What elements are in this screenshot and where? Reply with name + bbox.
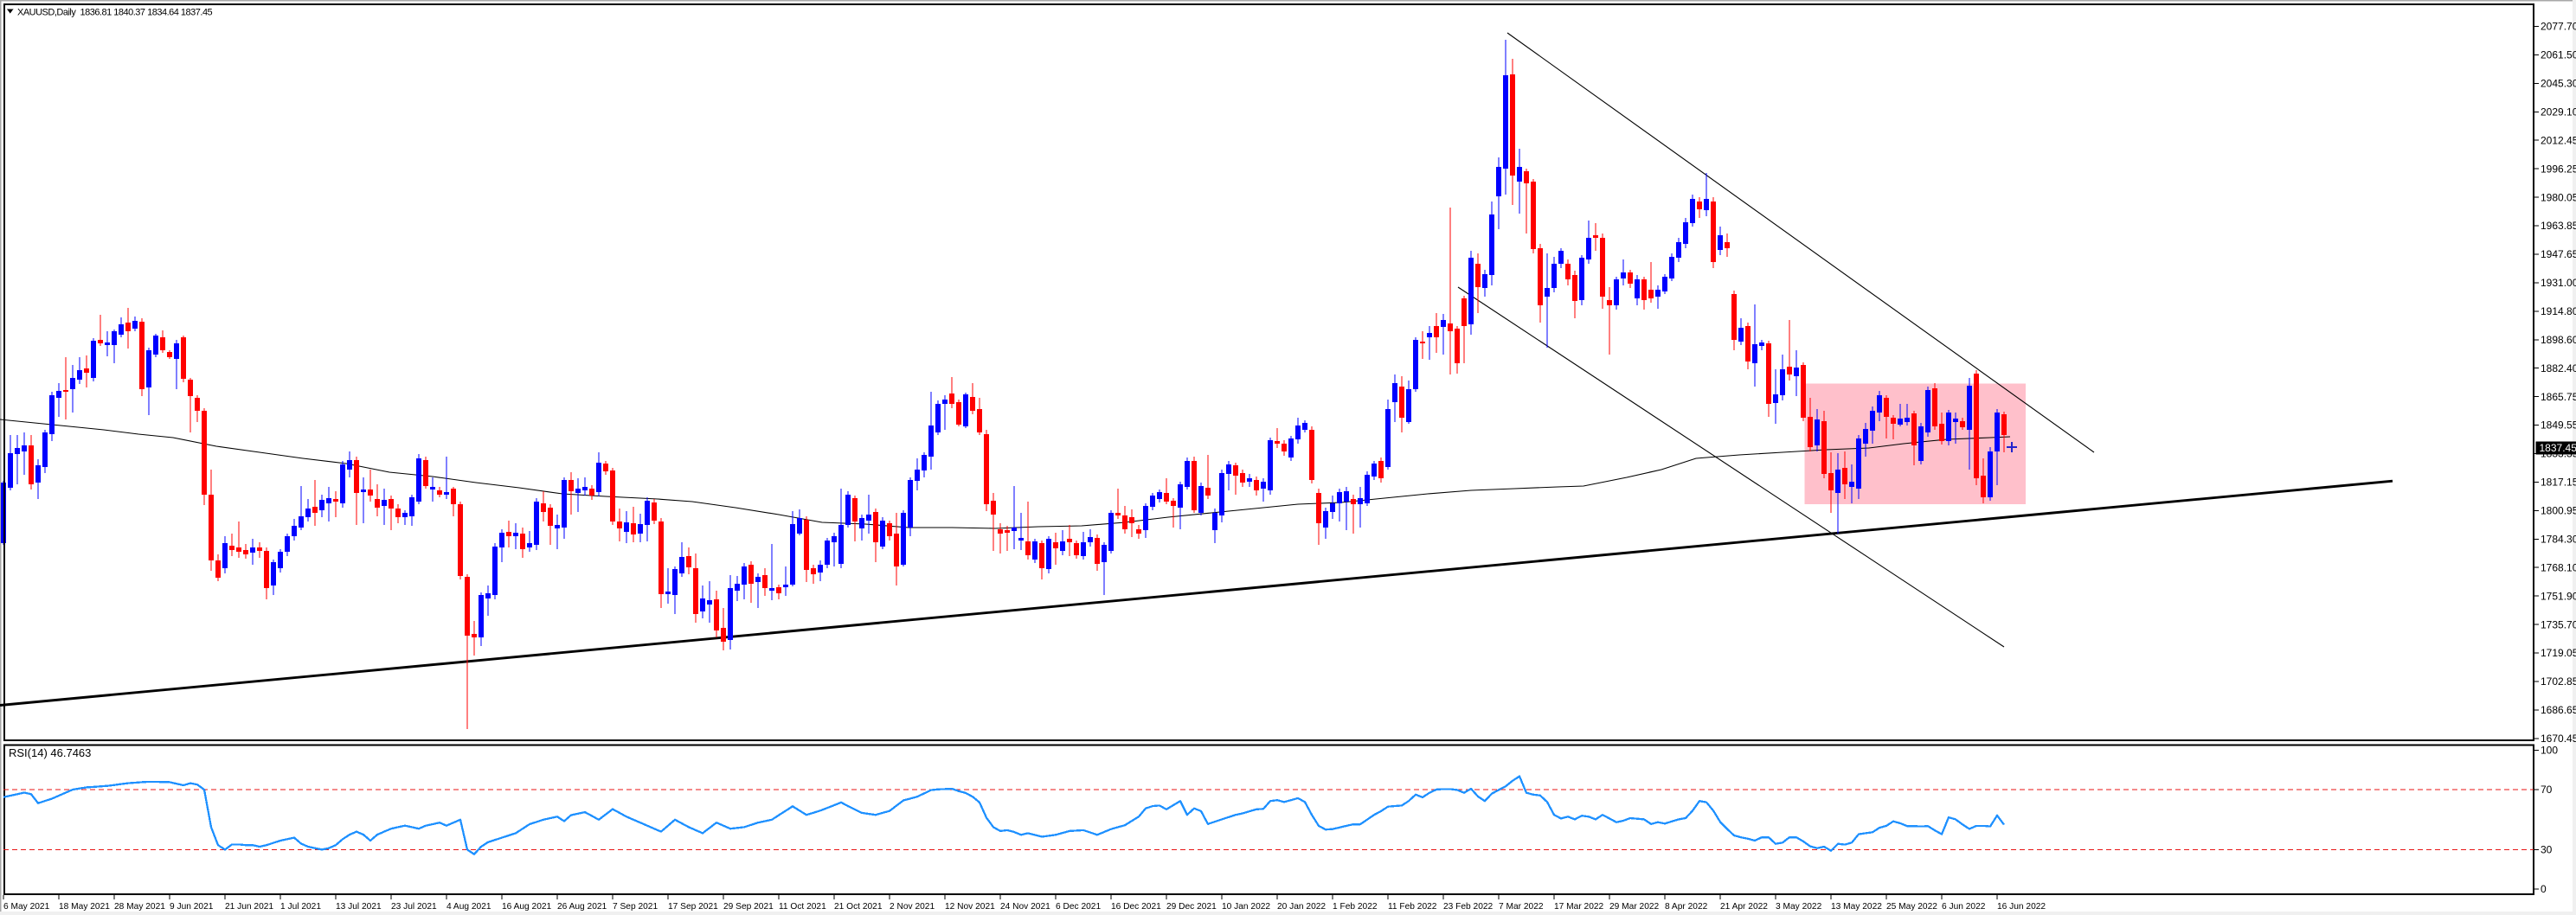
svg-text:1751.90: 1751.90 xyxy=(2541,590,2576,602)
svg-text:1670.45: 1670.45 xyxy=(2541,733,2576,745)
svg-text:1817.15: 1817.15 xyxy=(2541,477,2576,489)
svg-text:1963.85: 1963.85 xyxy=(2541,220,2576,232)
svg-text:1 Feb 2022: 1 Feb 2022 xyxy=(1333,902,1378,912)
svg-text:11 Oct 2021: 11 Oct 2021 xyxy=(779,902,826,912)
svg-text:1768.10: 1768.10 xyxy=(2541,561,2576,573)
svg-text:17 Sep 2021: 17 Sep 2021 xyxy=(668,902,718,912)
svg-text:1 Jul 2021: 1 Jul 2021 xyxy=(280,902,321,912)
svg-text:6 Jun 2022: 6 Jun 2022 xyxy=(1942,902,1986,912)
svg-text:23 Feb 2022: 23 Feb 2022 xyxy=(1443,902,1494,912)
svg-text:1882.40: 1882.40 xyxy=(2541,362,2576,374)
svg-text:13 Jul 2021: 13 Jul 2021 xyxy=(336,902,382,912)
svg-text:21 Apr 2022: 21 Apr 2022 xyxy=(1720,902,1768,912)
svg-text:1735.70: 1735.70 xyxy=(2541,618,2576,630)
svg-text:20 Jan 2022: 20 Jan 2022 xyxy=(1277,902,1326,912)
svg-text:7 Sep 2021: 7 Sep 2021 xyxy=(613,902,658,912)
svg-text:2029.10: 2029.10 xyxy=(2541,106,2576,118)
svg-text:26 Aug 2021: 26 Aug 2021 xyxy=(557,902,607,912)
svg-text:21 Oct 2021: 21 Oct 2021 xyxy=(834,902,883,912)
svg-text:11 Feb 2022: 11 Feb 2022 xyxy=(1388,902,1437,912)
svg-text:1837.45: 1837.45 xyxy=(2540,442,2576,454)
svg-text:28 May 2021: 28 May 2021 xyxy=(114,902,165,912)
svg-text:4 Aug 2021: 4 Aug 2021 xyxy=(446,902,491,912)
svg-text:6 Dec 2021: 6 Dec 2021 xyxy=(1056,902,1101,912)
svg-text:16 Dec 2021: 16 Dec 2021 xyxy=(1111,902,1161,912)
svg-text:25 May 2022: 25 May 2022 xyxy=(1886,902,1937,912)
svg-text:10 Jan 2022: 10 Jan 2022 xyxy=(1222,902,1270,912)
svg-text:3 May 2022: 3 May 2022 xyxy=(1776,902,1822,912)
svg-text:6 May 2021: 6 May 2021 xyxy=(3,902,50,912)
svg-text:16 Jun 2022: 16 Jun 2022 xyxy=(1997,902,2046,912)
svg-text:2012.45: 2012.45 xyxy=(2541,134,2576,146)
svg-text:100: 100 xyxy=(2541,745,2558,757)
svg-text:30: 30 xyxy=(2541,844,2553,856)
svg-text:1996.25: 1996.25 xyxy=(2541,163,2576,175)
svg-text:1980.05: 1980.05 xyxy=(2541,191,2576,203)
svg-text:2061.50: 2061.50 xyxy=(2541,49,2576,61)
svg-text:29 Dec 2021: 29 Dec 2021 xyxy=(1166,902,1217,912)
svg-text:1702.85: 1702.85 xyxy=(2541,675,2576,688)
svg-text:18 May 2021: 18 May 2021 xyxy=(59,902,110,912)
svg-text:1686.65: 1686.65 xyxy=(2541,704,2576,716)
svg-text:12 Nov 2021: 12 Nov 2021 xyxy=(945,902,995,912)
svg-text:2077.70: 2077.70 xyxy=(2541,21,2576,33)
svg-text:7 Mar 2022: 7 Mar 2022 xyxy=(1499,902,1544,912)
svg-text:9 Jun 2021: 9 Jun 2021 xyxy=(170,902,214,912)
svg-text:29 Sep 2021: 29 Sep 2021 xyxy=(723,902,774,912)
svg-text:8 Apr 2022: 8 Apr 2022 xyxy=(1665,902,1708,912)
svg-text:RSI(14) 46.7463: RSI(14) 46.7463 xyxy=(9,746,91,759)
svg-text:29 Mar 2022: 29 Mar 2022 xyxy=(1609,902,1660,912)
svg-text:1931.00: 1931.00 xyxy=(2541,277,2576,289)
svg-text:1914.80: 1914.80 xyxy=(2541,305,2576,317)
svg-text:2045.30: 2045.30 xyxy=(2541,78,2576,90)
svg-text:21 Jun 2021: 21 Jun 2021 xyxy=(225,902,273,912)
svg-text:1719.05: 1719.05 xyxy=(2541,647,2576,659)
svg-text:2 Nov 2021: 2 Nov 2021 xyxy=(890,902,935,912)
svg-text:13 May 2022: 13 May 2022 xyxy=(1831,902,1882,912)
svg-text:17 Mar 2022: 17 Mar 2022 xyxy=(1554,902,1604,912)
svg-text:1849.55: 1849.55 xyxy=(2541,419,2576,432)
svg-text:1898.60: 1898.60 xyxy=(2541,334,2576,346)
svg-text:23 Jul 2021: 23 Jul 2021 xyxy=(391,902,437,912)
svg-text:1800.95: 1800.95 xyxy=(2541,505,2576,517)
svg-text:1947.65: 1947.65 xyxy=(2541,248,2576,260)
svg-text:XAUUSD,Daily 1836.81 1840.37: XAUUSD,Daily 1836.81 1840.37 1834.64 183… xyxy=(17,8,213,18)
svg-text:1865.75: 1865.75 xyxy=(2541,391,2576,403)
svg-text:1784.30: 1784.30 xyxy=(2541,534,2576,546)
svg-text:70: 70 xyxy=(2541,784,2553,796)
svg-text:0: 0 xyxy=(2541,883,2547,895)
svg-text:16 Aug 2021: 16 Aug 2021 xyxy=(502,902,552,912)
svg-text:24 Nov 2021: 24 Nov 2021 xyxy=(1000,902,1050,912)
